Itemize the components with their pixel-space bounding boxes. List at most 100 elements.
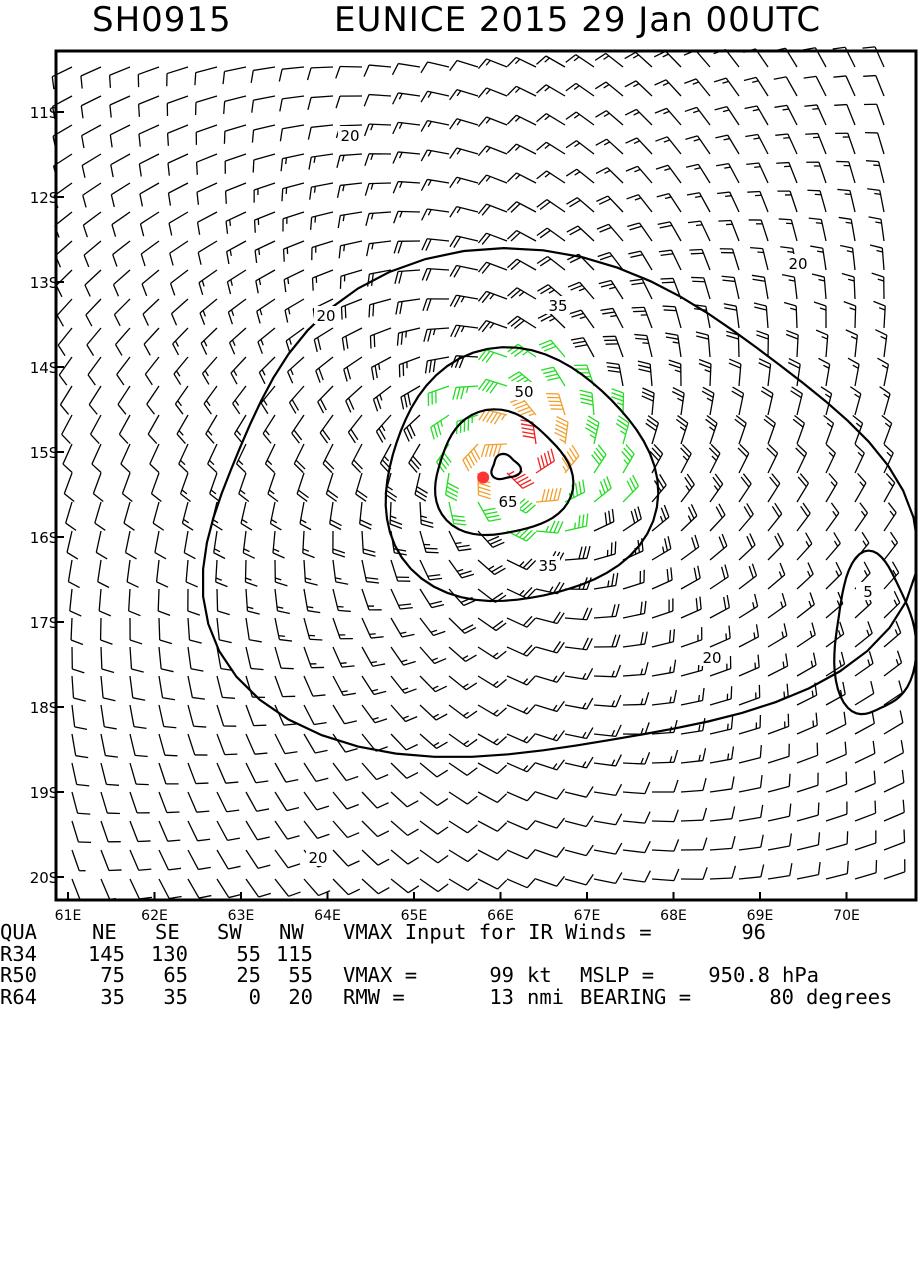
wind-barb [126, 531, 137, 559]
lat-tick-label: 14S [30, 359, 59, 377]
wind-barb [141, 241, 159, 266]
wind-barb [536, 876, 565, 886]
lat-tick-label: 13S [30, 274, 59, 292]
wind-barb [623, 475, 638, 502]
r34-row: R34 145 130 55 115 [0, 944, 918, 966]
wind-barb [463, 444, 480, 471]
wind-barb [333, 792, 359, 809]
wind-barb [270, 502, 281, 530]
wind-barb [623, 570, 644, 589]
wind-barb [603, 336, 623, 357]
lat-tick-label: 12S [30, 189, 59, 207]
wind-barb [366, 212, 391, 226]
r34-label: R34 [0, 944, 37, 966]
wind-barb [333, 763, 358, 781]
wind-barb [507, 173, 536, 183]
wind-barb [478, 879, 507, 889]
wind-barb [320, 415, 333, 443]
wind-barb [449, 734, 477, 747]
wind-barb [304, 647, 324, 668]
wind-barb [718, 221, 739, 241]
wind-barb [710, 504, 725, 531]
wind-barb [275, 647, 294, 669]
wind-barb [565, 698, 593, 709]
wind-barb [594, 695, 621, 707]
wind-barb [239, 473, 249, 501]
wind-barb [478, 763, 507, 774]
wind-barb [333, 705, 357, 724]
wind-barb [805, 134, 826, 154]
wind-barb [594, 814, 622, 825]
wind-barb [396, 299, 420, 315]
wind-barb [566, 55, 594, 67]
wind-barb [95, 502, 105, 530]
wind-barb [749, 220, 768, 241]
wind-barb [884, 800, 904, 821]
wind-barb [333, 676, 356, 695]
wind-barb [623, 507, 641, 531]
wind-barb [153, 502, 164, 530]
wind-barb [537, 228, 565, 241]
r34-nw: 115 [258, 944, 313, 966]
wind-barb [855, 860, 876, 879]
wind-barb [855, 801, 876, 821]
wind-barb [304, 560, 318, 585]
wind-barb [536, 488, 561, 502]
wind-barb [333, 618, 353, 639]
wind-barb [779, 219, 797, 241]
wind-barb [565, 845, 593, 856]
wind-barb [826, 474, 837, 502]
wind-barb [797, 623, 815, 647]
wind-barb [362, 618, 384, 638]
wind-barb [797, 653, 816, 676]
wind-barb [391, 850, 419, 864]
wind-barb [599, 281, 623, 299]
bearing-label: BEARING = [580, 987, 691, 1009]
wind-barb [449, 502, 466, 525]
wind-barb [360, 502, 372, 529]
lat-tick-label: 18S [30, 699, 59, 717]
wind-barb [710, 866, 735, 879]
wind-barb [797, 563, 813, 589]
wind-barb [420, 763, 448, 777]
wind-barb [431, 415, 449, 440]
wind-barb [507, 259, 536, 270]
wind-barb [130, 618, 142, 644]
wind-barb [595, 53, 623, 67]
wind-barb [507, 645, 536, 656]
wind-barb [72, 879, 86, 900]
wind-barb [537, 200, 565, 212]
wind-barb [478, 204, 507, 215]
wind-barb [167, 67, 188, 86]
wind-barb [333, 531, 345, 557]
wind-barb [304, 705, 327, 725]
wind-barb [507, 616, 536, 627]
wind-barb [127, 560, 138, 587]
wind-barb [655, 108, 681, 125]
wind-barb [72, 676, 86, 701]
wind-barb [159, 647, 174, 672]
wind-radii-table: QUA NE SE SW NW VMAX Input for IR Winds … [0, 922, 918, 1008]
wind-barb [478, 618, 506, 631]
wind-barb [158, 589, 170, 615]
wind-barb [151, 473, 161, 502]
wind-barb [508, 316, 536, 328]
wind-barb [216, 560, 228, 587]
wind-barb [565, 816, 593, 827]
wind-barb [422, 269, 449, 281]
wind-barb [797, 474, 808, 502]
wind-barb [175, 386, 188, 414]
wind-barb [421, 150, 449, 161]
wind-barb [188, 618, 202, 643]
wind-barb [739, 864, 764, 879]
wind-barb [323, 444, 334, 473]
wind-barb [181, 473, 191, 502]
wind-barb [101, 850, 122, 871]
wind-barb [362, 531, 376, 556]
vmax-input-label: VMAX Input for IR Winds = [343, 922, 652, 944]
wind-barb [365, 183, 391, 196]
wind-barb [866, 161, 884, 183]
wind-barb [333, 560, 348, 584]
wind-barb [659, 250, 681, 270]
